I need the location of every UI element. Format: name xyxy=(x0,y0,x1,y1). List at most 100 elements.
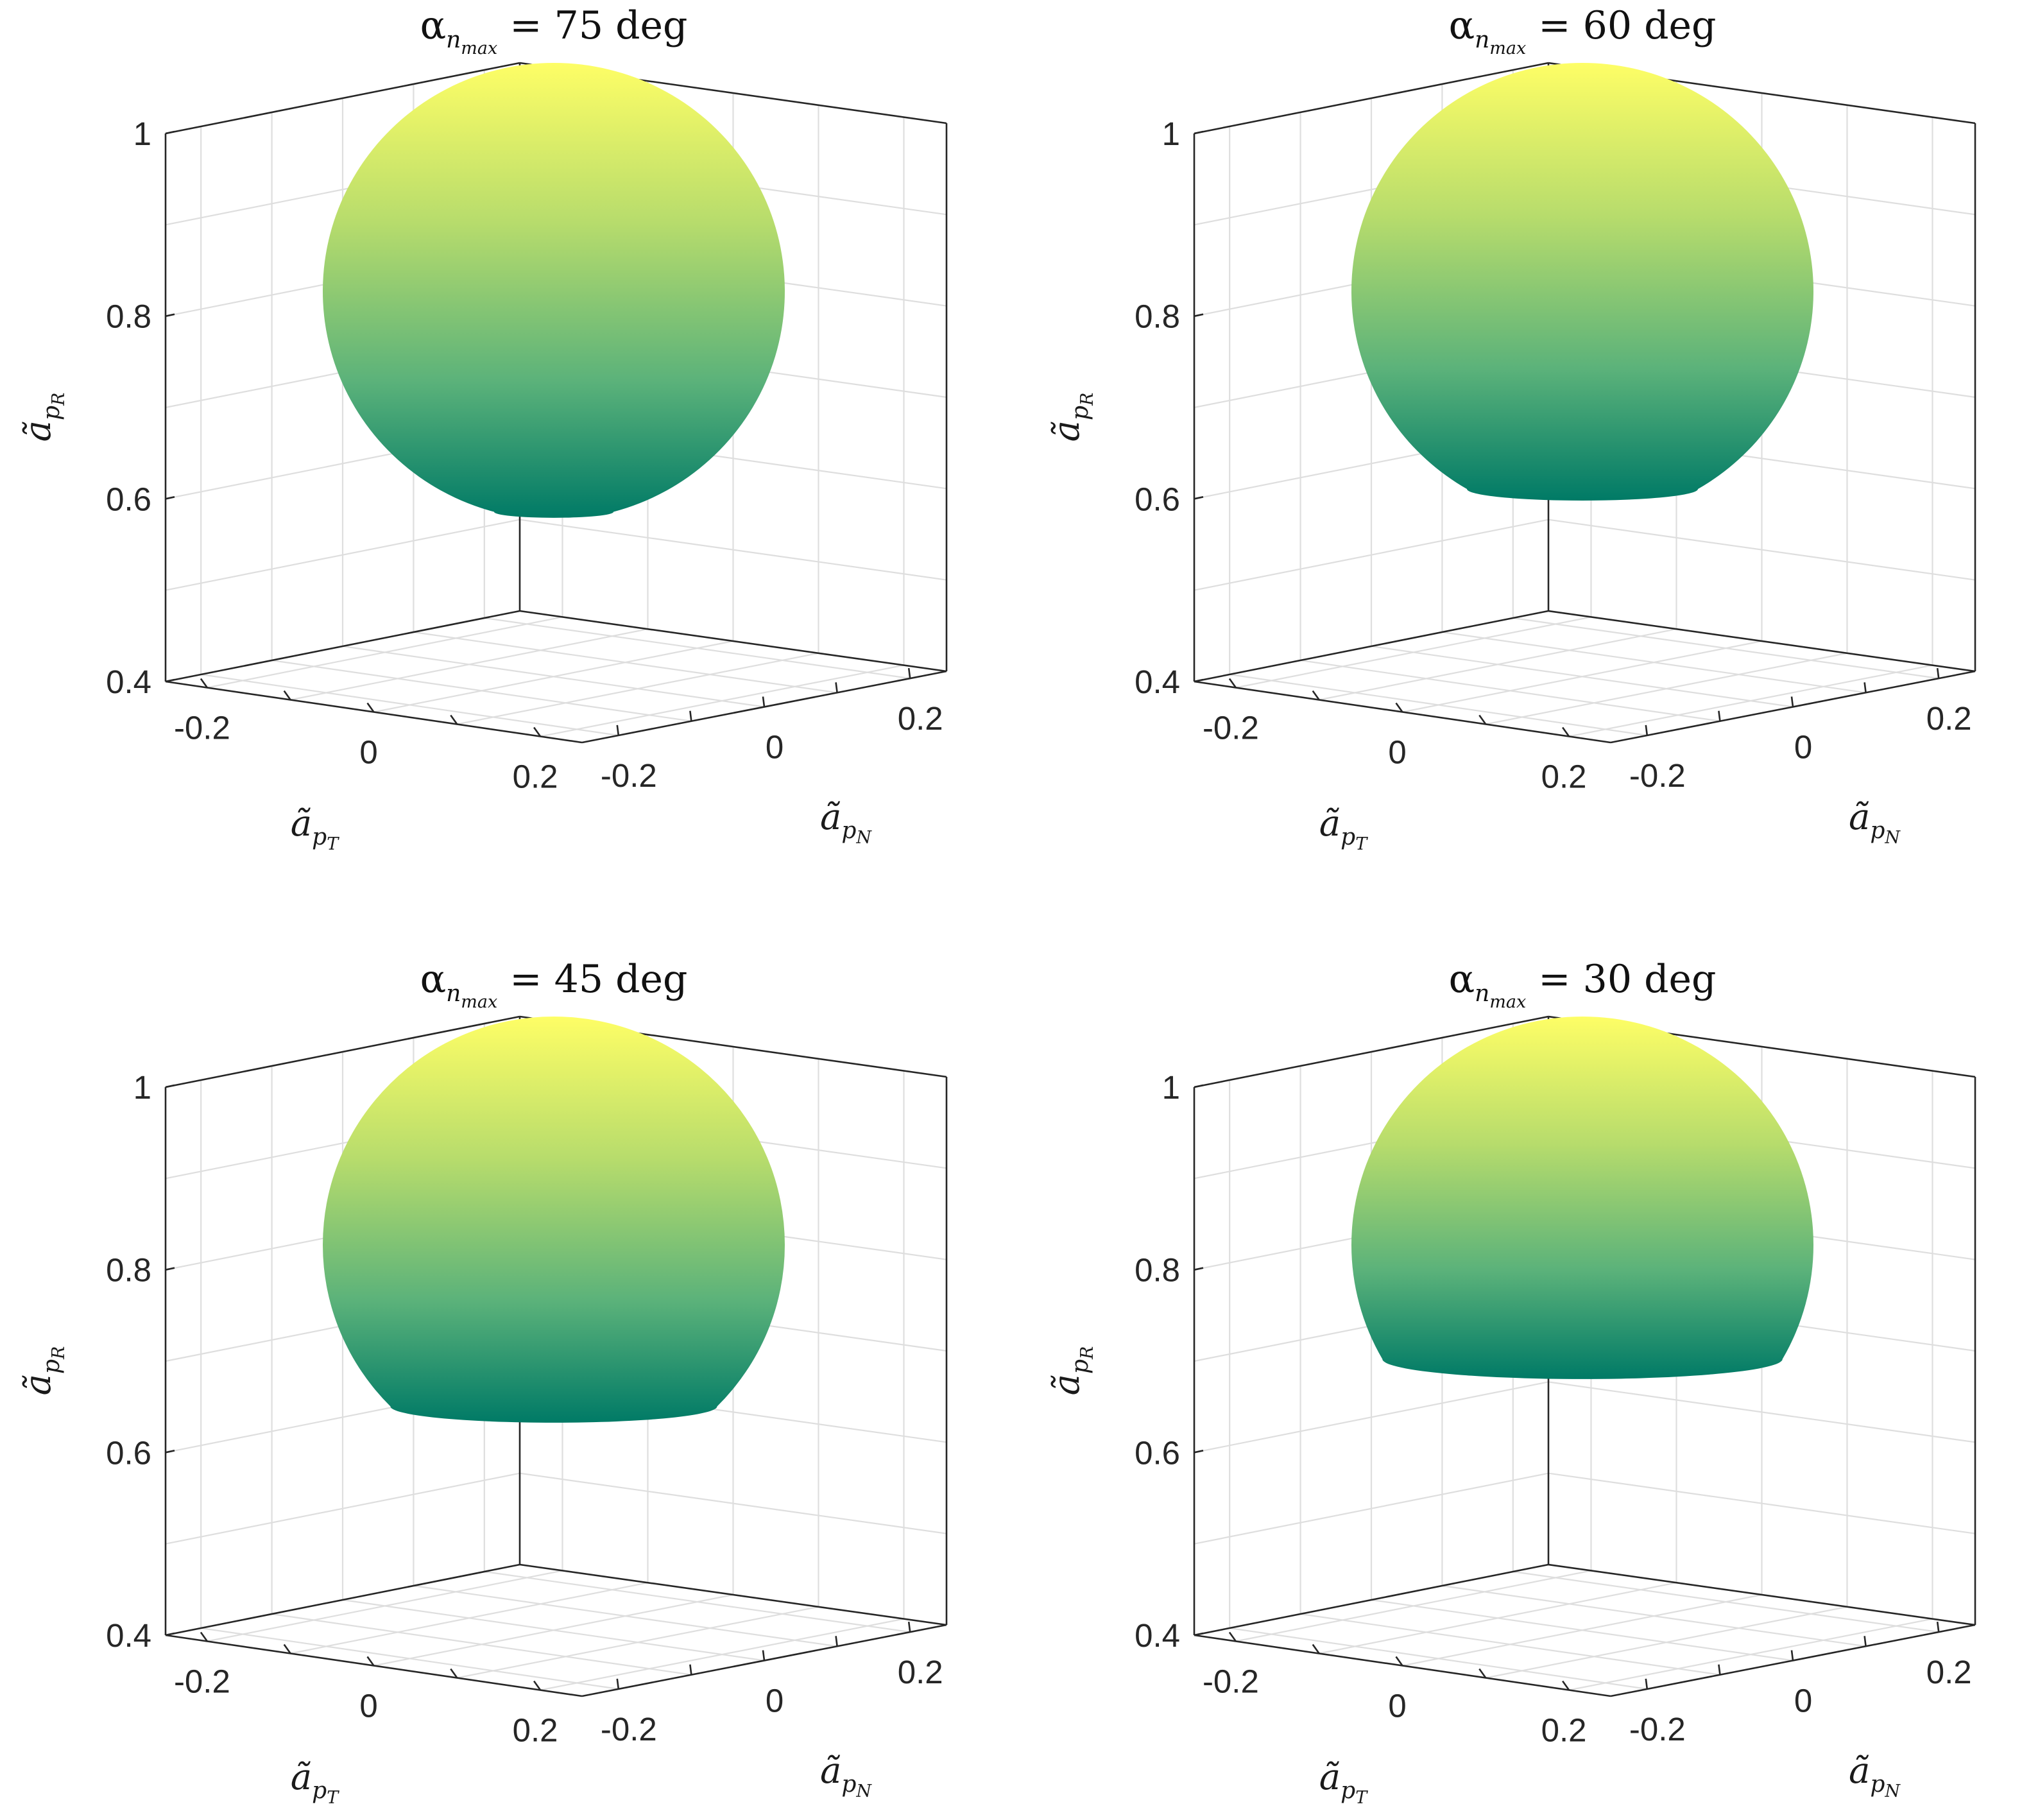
y-tick-label: 0 xyxy=(1794,1683,1812,1719)
axis-box-edge xyxy=(165,1563,520,1636)
floor-gridline xyxy=(1442,1584,1866,1647)
x-tick-label: -0.2 xyxy=(174,1663,230,1700)
x-tick-label: 0 xyxy=(359,734,377,771)
x-tick-label: 0.2 xyxy=(513,759,558,795)
floor-gridline xyxy=(1486,652,1847,725)
axis-box-edge xyxy=(165,610,520,683)
floor-gridline xyxy=(1568,1618,1933,1691)
z-tick-label: 0.4 xyxy=(106,664,151,700)
chart-panel: αnmax = 60 deg 1 0.8 0.6 0.4 -0.2 0 0.2 -0.2 0 0.2… xyxy=(1046,3,1976,854)
z-tick-label: 1 xyxy=(1162,1069,1180,1106)
y-tick-label: 0.2 xyxy=(898,1654,943,1690)
sphere-cap-surface xyxy=(1351,1017,1813,1379)
z-axis-label: ãpR xyxy=(1046,393,1097,442)
z-tick-mark xyxy=(165,1084,175,1088)
y-tick-mark xyxy=(616,1678,620,1690)
x-tick-mark xyxy=(283,1644,291,1654)
y-axis-label: ãpN xyxy=(1849,796,1901,848)
x-tick-mark xyxy=(283,690,291,701)
floor-gridline xyxy=(342,1599,765,1661)
z-tick-mark xyxy=(1194,313,1204,317)
x-tick-mark xyxy=(200,678,208,689)
z-tick-mark xyxy=(165,130,175,135)
z-tick-label: 1 xyxy=(133,116,151,152)
floor-gridline xyxy=(413,1584,837,1647)
floor-gridline xyxy=(457,652,819,725)
x-tick-mark xyxy=(366,1656,375,1667)
y-tick-mark xyxy=(1718,1664,1721,1675)
axis-box-edge xyxy=(1548,610,1976,673)
floor-gridline xyxy=(1486,1606,1847,1679)
y-tick-label: 0.2 xyxy=(1926,700,1972,737)
axis-box-edge xyxy=(165,62,520,135)
y-tick-mark xyxy=(1936,1621,1940,1633)
axis-box-edge xyxy=(1548,1563,1976,1626)
floor-gridline xyxy=(1568,664,1933,737)
x-tick-mark xyxy=(1562,1680,1570,1691)
x-tick-mark xyxy=(1312,690,1320,701)
sphere-cap-surface xyxy=(323,1017,785,1423)
z-tick-label: 0.8 xyxy=(1135,298,1180,335)
y-tick-mark xyxy=(689,710,692,721)
axis-box-edge xyxy=(519,1563,947,1626)
y-tick-label: 0 xyxy=(1794,729,1812,766)
x-axis-label: ãpT xyxy=(1319,1756,1368,1808)
z-tick-label: 0.4 xyxy=(1135,664,1180,700)
x-tick-mark xyxy=(533,1680,542,1691)
floor-gridline xyxy=(484,617,911,680)
chart-title: αnmax = 75 deg xyxy=(420,3,688,58)
y-tick-mark xyxy=(1645,725,1649,736)
z-tick-mark xyxy=(1194,1632,1204,1636)
z-tick-mark xyxy=(165,1632,175,1636)
y-tick-mark xyxy=(1936,667,1940,679)
z-tick-mark xyxy=(165,678,175,683)
x-tick-mark xyxy=(1562,726,1570,737)
y-tick-label: -0.2 xyxy=(1629,757,1686,794)
floor-gridline xyxy=(1512,1570,1939,1633)
y-tick-mark xyxy=(1863,682,1867,693)
z-tick-label: 0.4 xyxy=(106,1617,151,1654)
x-tick-mark xyxy=(1478,714,1487,725)
z-tick-label: 1 xyxy=(133,1069,151,1106)
sphere-cap-surface xyxy=(323,62,785,518)
y-tick-mark xyxy=(1790,696,1794,707)
x-axis-label: ãpT xyxy=(291,1756,339,1808)
y-axis-label: ãpN xyxy=(1849,1750,1901,1801)
z-tick-mark xyxy=(1194,130,1204,135)
z-tick-mark xyxy=(1194,1267,1204,1271)
z-tick-mark xyxy=(165,313,175,317)
y-tick-mark xyxy=(907,667,911,679)
y-tick-mark xyxy=(835,1636,838,1647)
y-tick-label: -0.2 xyxy=(601,757,657,794)
z-tick-label: 0.6 xyxy=(1135,1434,1180,1471)
y-tick-label: -0.2 xyxy=(1629,1711,1686,1747)
y-tick-label: 0.2 xyxy=(898,700,943,737)
z-tick-label: 0.6 xyxy=(1135,481,1180,517)
y-axis-label: ãpN xyxy=(820,796,872,848)
y-tick-label: 0 xyxy=(766,1683,784,1719)
x-tick-mark xyxy=(366,702,375,713)
z-tick-label: 0.8 xyxy=(106,298,151,335)
floor-gridline xyxy=(484,1570,911,1633)
x-tick-label: -0.2 xyxy=(1203,710,1259,746)
y-tick-mark xyxy=(1790,1650,1794,1661)
floor-gridline xyxy=(342,645,765,708)
y-tick-mark xyxy=(1718,710,1721,721)
z-tick-label: 0.8 xyxy=(106,1252,151,1289)
floor-gridline xyxy=(540,664,904,737)
z-tick-mark xyxy=(165,1450,175,1454)
y-tick-mark xyxy=(616,725,620,736)
axis-box-edge xyxy=(165,1015,520,1088)
y-tick-mark xyxy=(762,696,766,707)
y-tick-label: 0 xyxy=(766,729,784,766)
z-tick-mark xyxy=(1194,1450,1204,1454)
z-axis-label: ãpR xyxy=(1046,1346,1097,1396)
z-tick-mark xyxy=(1194,678,1204,683)
y-tick-mark xyxy=(907,1621,911,1633)
x-tick-label: 0 xyxy=(1388,734,1406,771)
floor-gridline xyxy=(1512,617,1939,680)
y-axis-label: ãpN xyxy=(820,1750,872,1801)
axis-box-edge xyxy=(1194,610,1549,683)
y-tick-label: 0.2 xyxy=(1926,1654,1972,1690)
x-tick-mark xyxy=(1228,1631,1237,1642)
